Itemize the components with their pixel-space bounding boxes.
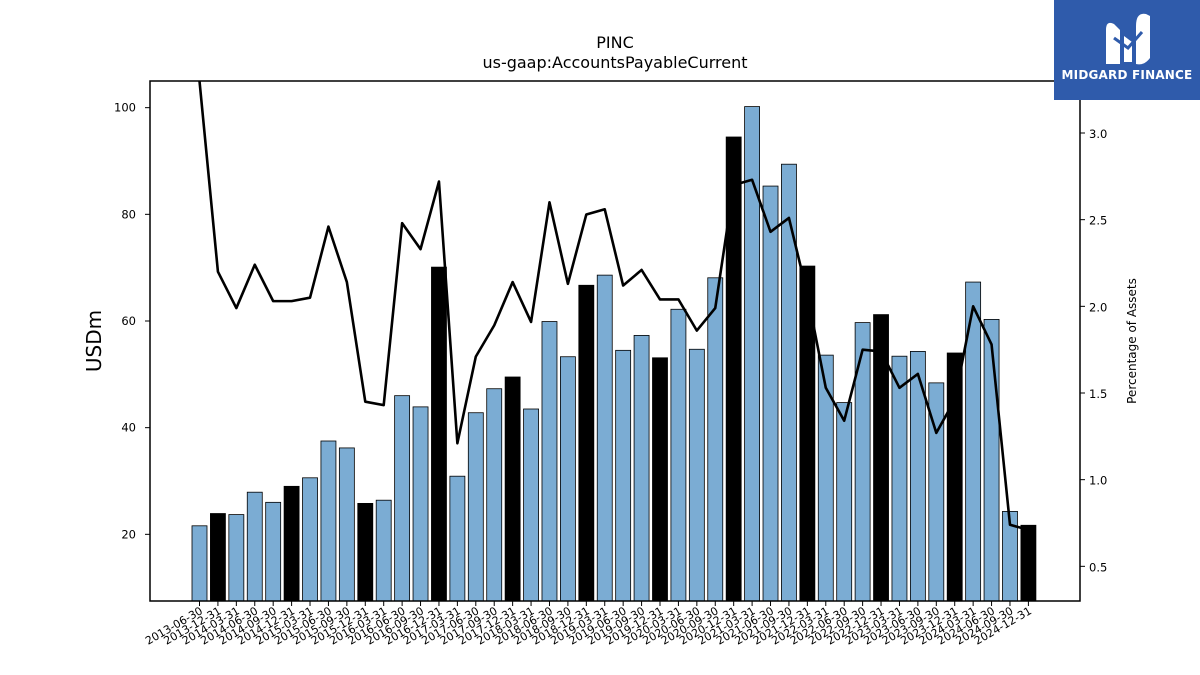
bar-2018-09-30: [560, 356, 576, 602]
bar-2017-06-30: [467, 412, 484, 602]
bar-2020-09-30: [707, 277, 724, 602]
bar-2022-12-31: [873, 314, 889, 602]
bar-2019-09-30: [633, 334, 650, 602]
bar-2016-12-31: [431, 266, 447, 602]
midgard-logo: MIDGARD FINANCE: [1054, 0, 1200, 100]
bar-2013-12-31: [210, 513, 226, 602]
bar-2015-06-30: [320, 440, 337, 602]
bar-2022-03-31: [817, 354, 834, 602]
bar-2020-12-31: [725, 136, 742, 602]
y-tick-label: 40: [121, 421, 136, 435]
bars: [191, 106, 1037, 602]
chart-subtitle: us-gaap:AccountsPayableCurrent: [482, 53, 747, 72]
logo-text: MIDGARD FINANCE: [1061, 68, 1193, 82]
y-axis-right: 0.5 1.0 1.5 2.0 2.5 3.0: [1080, 127, 1107, 574]
bar-2013-06-30: [191, 525, 208, 602]
plot-frame: [149, 80, 1081, 602]
bar-2016-03-31: [375, 499, 392, 602]
bar-2019-06-30: [615, 349, 632, 602]
midgard-logo-icon: [1106, 13, 1150, 65]
bar-2017-03-31: [449, 475, 466, 602]
bar-2024-12-31: [1020, 524, 1037, 602]
bar-2022-06-30: [836, 402, 853, 602]
bar-2014-09-30: [265, 501, 282, 602]
y2-tick-label: 3.0: [1089, 127, 1107, 141]
bar-2018-12-31: [578, 284, 595, 602]
y2-tick-label: 0.5: [1089, 560, 1107, 574]
y2-tick-label: 2.0: [1089, 300, 1107, 314]
y2-tick-label: 1.0: [1089, 474, 1107, 488]
bar-2014-06-30: [246, 491, 263, 602]
bar-2021-09-30: [781, 163, 797, 602]
bar-2017-12-31: [504, 376, 521, 602]
bar-2017-09-30: [486, 388, 503, 602]
y-tick-label: 20: [121, 527, 136, 541]
x-axis: 2013-06-302013-12-312014-03-312014-06-30…: [143, 601, 1034, 648]
bar-2018-03-31: [523, 408, 539, 602]
bar-2023-12-31: [946, 352, 963, 602]
bar-2015-03-31: [302, 477, 318, 602]
bar-2021-06-30: [762, 185, 779, 602]
y-tick-label: 100: [114, 101, 136, 115]
bar-2020-03-31: [670, 308, 687, 602]
y-tick-label: 60: [121, 314, 136, 328]
percentage-of-assets-line: [198, 80, 1029, 532]
y2-axis-label: Percentage of Assets: [1125, 278, 1139, 404]
y-axis-label: USDm: [82, 310, 106, 372]
y-tick-label: 80: [121, 207, 136, 221]
y2-tick-label: 1.5: [1089, 387, 1107, 401]
bar-2018-06-30: [541, 321, 558, 602]
bar-2014-03-31: [228, 514, 245, 602]
bar-2014-12-31: [283, 485, 300, 602]
bar-2024-06-30: [983, 318, 1000, 602]
y-axis-left: 20 40 60 80 100: [114, 101, 150, 541]
bar-2019-03-31: [596, 274, 613, 602]
chart-title: PINC: [596, 33, 634, 52]
y2-tick-label: 2.5: [1089, 214, 1107, 228]
bar-2022-09-30: [854, 322, 871, 602]
bar-2019-12-31: [652, 357, 668, 602]
bar-2016-06-30: [394, 395, 411, 602]
bar-2015-12-31: [357, 502, 374, 602]
bar-2015-09-30: [338, 447, 355, 602]
bar-2020-06-30: [688, 348, 705, 602]
bar-2023-03-31: [891, 355, 908, 602]
bar-2016-09-30: [412, 406, 429, 602]
